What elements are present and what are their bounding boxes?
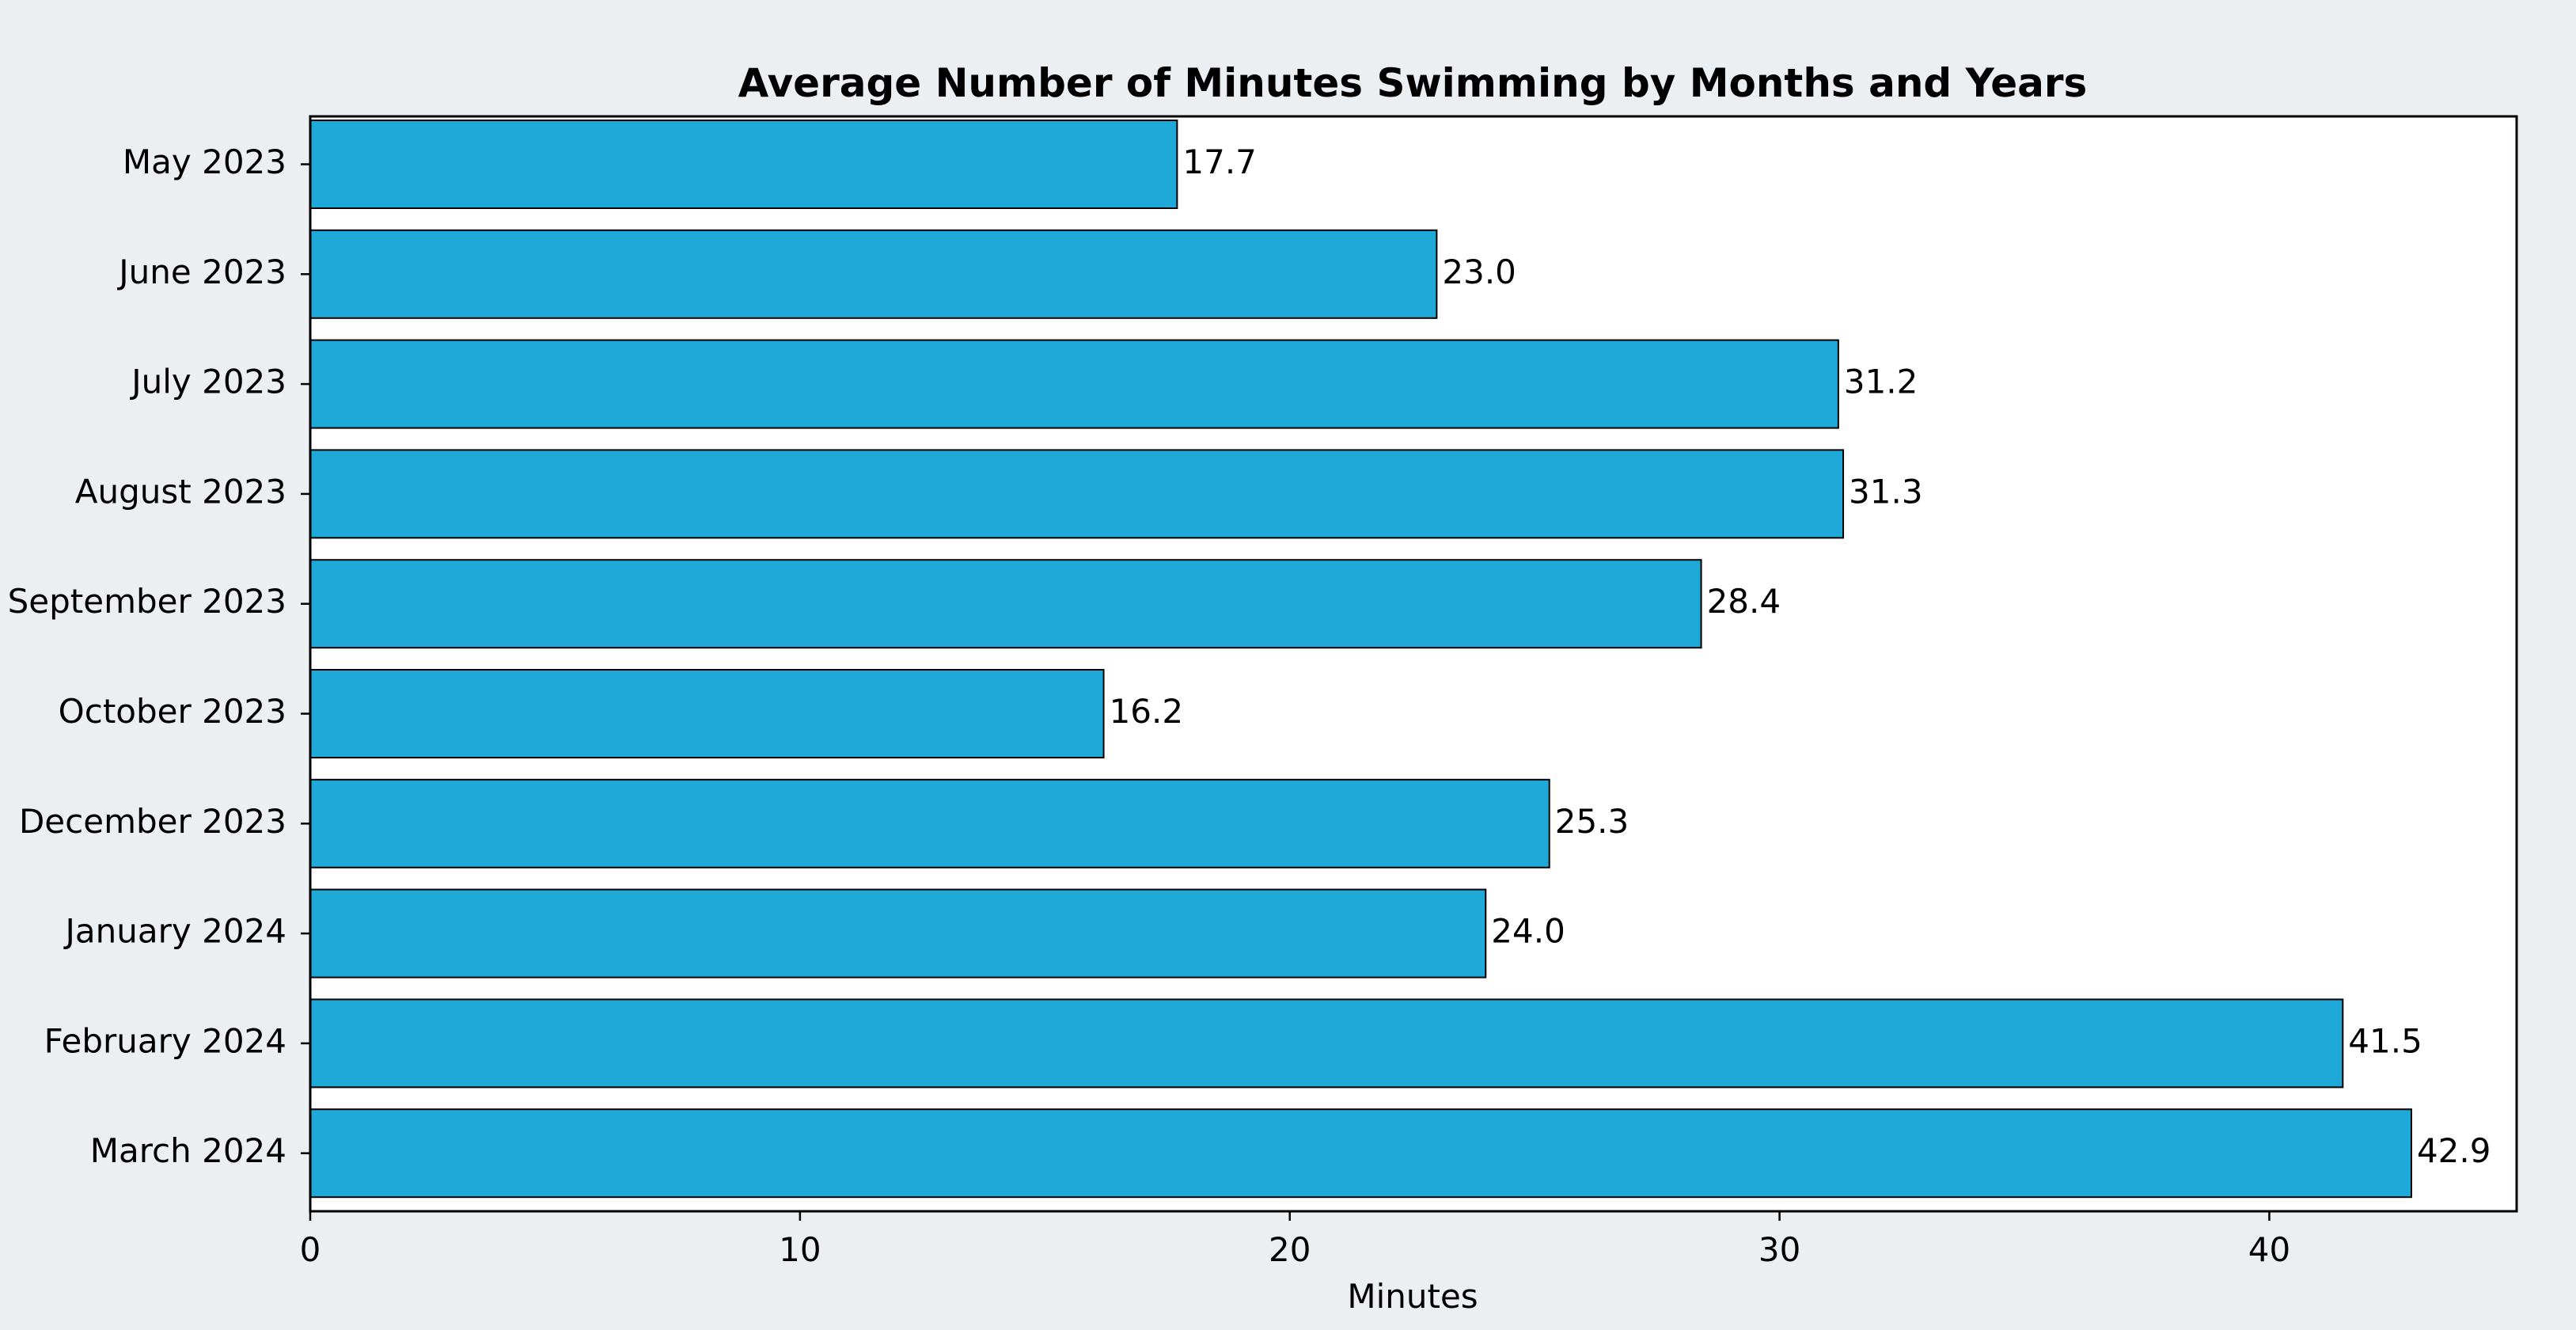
bars-layer: [309, 120, 2412, 1199]
category-label-march-2024: March 2024: [90, 1131, 286, 1170]
value-label-february-2024: 41.5: [2348, 1021, 2422, 1060]
value-label-january-2024: 24.0: [1491, 912, 1565, 951]
x-tick-label-40: 40: [2248, 1230, 2290, 1269]
value-label-july-2023: 31.2: [1844, 363, 1918, 401]
x-tick-label-10: 10: [779, 1230, 821, 1269]
value-label-march-2024: 42.9: [2417, 1131, 2491, 1170]
category-label-february-2024: February 2024: [44, 1021, 286, 1060]
category-label-june-2023: June 2023: [116, 253, 286, 291]
value-label-september-2023: 28.4: [1707, 582, 1781, 621]
bar-july-2023: [309, 339, 1839, 429]
bar-february-2024: [309, 998, 2344, 1089]
value-label-december-2023: 25.3: [1555, 802, 1629, 841]
value-labels-layer: 17.7 23.0 31.2 31.3 28.4 16.2 25.3 24.0 41.5 42.9: [1110, 142, 2491, 1170]
value-label-june-2023: 23.0: [1442, 253, 1516, 291]
bar-march-2024: [309, 1108, 2412, 1199]
y-axis: May 2023 June 2023 July 2023 August 2023 Sep…: [8, 142, 310, 1170]
bar-june-2023: [309, 229, 1438, 319]
bar-january-2024: [309, 888, 1487, 978]
bar-september-2023: [309, 559, 1702, 649]
bar-may-2023: [309, 120, 1178, 209]
value-label-august-2023: 31.3: [1849, 472, 1923, 511]
plot-frame: [309, 115, 2518, 1213]
x-axis-label: Minutes: [1347, 1277, 1478, 1316]
x-tick-label-0: 0: [300, 1230, 321, 1269]
x-axis: 0 10 20 30 40: [300, 1211, 2290, 1269]
bar-august-2023: [309, 449, 1845, 539]
category-label-september-2023: September 2023: [8, 582, 286, 621]
x-tick-label-30: 30: [1758, 1230, 1800, 1269]
category-label-may-2023: May 2023: [123, 142, 286, 181]
category-label-july-2023: July 2023: [129, 363, 286, 401]
category-label-january-2024: January 2024: [63, 912, 286, 951]
category-label-august-2023: August 2023: [75, 472, 286, 511]
x-tick-label-20: 20: [1269, 1230, 1311, 1269]
chart-title: Average Number of Minutes Swimming by Mo…: [738, 60, 2088, 106]
bar-december-2023: [309, 778, 1550, 868]
value-label-may-2023: 17.7: [1182, 142, 1257, 181]
bar-october-2023: [309, 669, 1105, 758]
category-label-december-2023: December 2023: [19, 802, 286, 841]
value-label-october-2023: 16.2: [1110, 692, 1184, 731]
category-label-october-2023: October 2023: [59, 692, 286, 731]
